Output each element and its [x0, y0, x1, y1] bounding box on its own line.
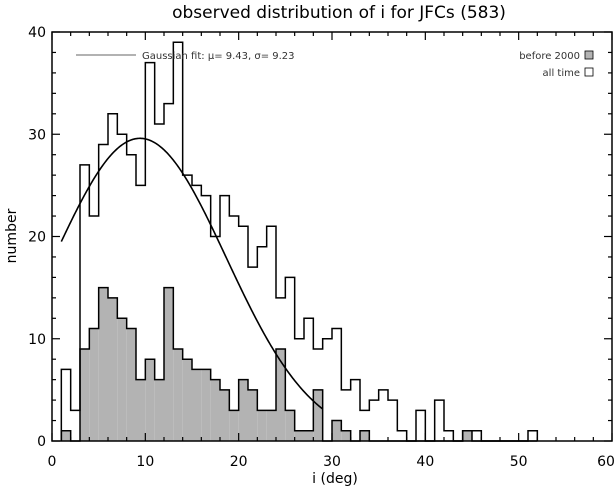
- y-tick-label: 30: [28, 127, 46, 143]
- before-2000-bar: [136, 379, 146, 441]
- fit-legend: Gaussian fit: μ= 9.43, σ= 9.23: [76, 51, 295, 62]
- before-2000-bar: [294, 430, 304, 441]
- before-2000-bar: [276, 348, 286, 441]
- before-2000-bar: [126, 328, 136, 441]
- chart-title: observed distribution of i for JFCs (583…: [172, 3, 506, 23]
- before-2000-histogram: [61, 287, 472, 441]
- before-2000-bar: [210, 379, 220, 441]
- gaussian-fit-curve: [60, 137, 324, 410]
- x-tick-label: 20: [230, 454, 248, 470]
- x-tick-label: 40: [416, 454, 434, 470]
- y-tick-label: 40: [28, 25, 46, 41]
- y-tick-labels: 0 10 20 30 40: [28, 25, 46, 450]
- before-2000-bar: [332, 420, 342, 441]
- fit-legend-label: Gaussian fit: μ= 9.43, σ= 9.23: [142, 51, 295, 62]
- before-2000-bar: [80, 348, 90, 441]
- legend-open-swatch: [584, 67, 594, 77]
- before-2000-bar: [257, 410, 267, 441]
- before-2000-bar: [304, 430, 314, 441]
- x-tick-label: 30: [323, 454, 341, 470]
- x-tick-label: 50: [510, 454, 528, 470]
- before-2000-bar: [229, 410, 239, 441]
- before-2000-bar: [313, 389, 323, 441]
- x-tick-labels: 0 10 20 30 40 50 60: [48, 454, 615, 470]
- axis-ticks: [51, 31, 613, 442]
- legend-filled-swatch: [584, 50, 594, 60]
- before-2000-bar: [360, 430, 370, 441]
- legend: before 2000 all time: [519, 50, 594, 79]
- x-axis-label: i (deg): [312, 471, 358, 487]
- y-tick-label: 0: [37, 434, 46, 450]
- before-2000-bar: [98, 287, 108, 441]
- before-2000-bar: [238, 379, 248, 441]
- before-2000-bar: [61, 430, 71, 441]
- x-tick-label: 10: [136, 454, 154, 470]
- legend-before-2000-label: before 2000: [519, 51, 580, 62]
- before-2000-bar: [154, 379, 164, 441]
- before-2000-bar: [341, 430, 351, 441]
- all-time-histogram: [60, 41, 539, 442]
- before-2000-bar: [108, 297, 118, 441]
- before-2000-bar: [285, 410, 295, 441]
- y-tick-label: 20: [28, 230, 46, 246]
- before-2000-bar: [462, 430, 472, 441]
- x-tick-label: 0: [48, 454, 57, 470]
- before-2000-bar: [192, 369, 202, 441]
- before-2000-bar: [220, 389, 230, 441]
- before-2000-bar: [173, 348, 183, 441]
- before-2000-bar: [89, 328, 99, 441]
- y-tick-label: 10: [28, 332, 46, 348]
- before-2000-bar: [164, 287, 174, 441]
- before-2000-bar: [145, 359, 155, 441]
- before-2000-bar: [248, 389, 258, 441]
- before-2000-bar: [182, 359, 192, 441]
- before-2000-bar: [201, 369, 211, 441]
- before-2000-bar: [117, 318, 127, 441]
- legend-all-time-label: all time: [543, 68, 580, 79]
- y-axis-label: number: [4, 208, 20, 263]
- before-2000-bar: [266, 410, 276, 441]
- x-tick-label: 60: [597, 454, 615, 470]
